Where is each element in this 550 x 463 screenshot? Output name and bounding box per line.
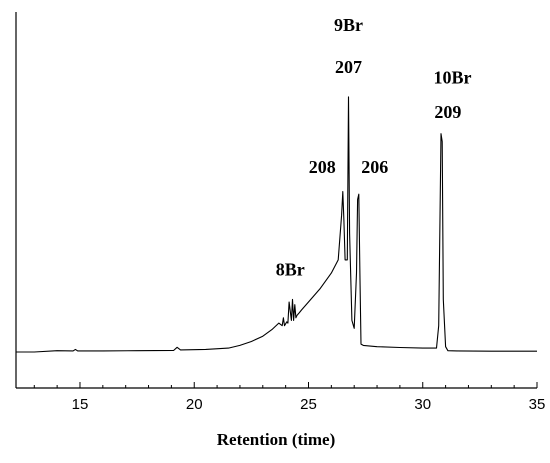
peak-label-8br: 8Br: [276, 260, 305, 280]
x-tick-label-15: 15: [72, 396, 89, 413]
peak-label-209: 209: [434, 102, 461, 122]
x-tick-label-20: 20: [186, 396, 203, 413]
peak-label-9br: 9Br: [334, 15, 363, 35]
peak-annotations: 9Br 207 10Br 209 208 206 8Br: [276, 15, 472, 280]
peak-label-208: 208: [309, 157, 336, 177]
x-tick-label-25: 25: [300, 396, 317, 413]
chromatogram-trace: [16, 96, 537, 353]
x-axis-ticks: 15 20 25 30 35: [33, 382, 546, 413]
x-axis-label: Retention (time): [217, 430, 336, 449]
peak-label-206: 206: [361, 157, 388, 177]
peak-label-207: 207: [335, 57, 362, 77]
x-tick-label-30: 30: [414, 396, 431, 413]
peak-label-10br: 10Br: [433, 68, 471, 88]
x-tick-label-35: 35: [529, 396, 546, 413]
